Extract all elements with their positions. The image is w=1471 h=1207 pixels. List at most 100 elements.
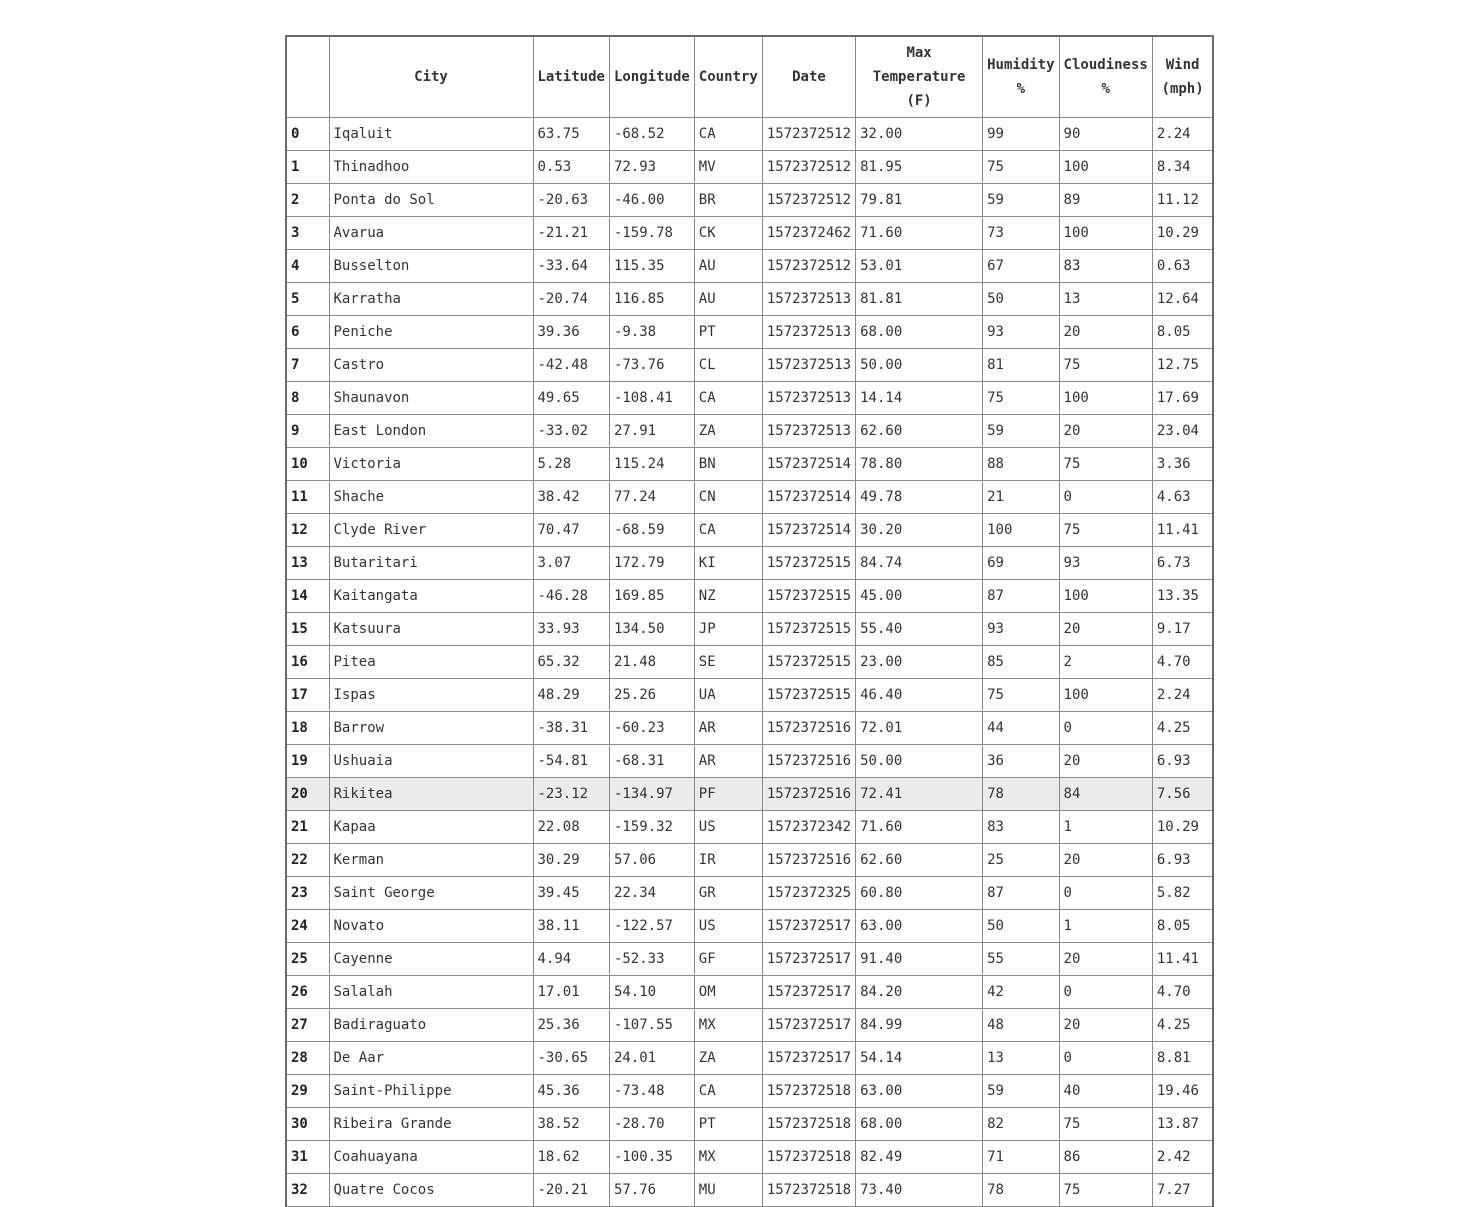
cell-country: ZA (693, 414, 763, 448)
cell-city: Avarua (328, 216, 534, 250)
cell-country: CA (693, 381, 763, 415)
cell-city: Barrow (328, 711, 534, 745)
cell-latitude: 0.53 (532, 150, 610, 184)
cell-index: 11 (285, 480, 330, 514)
cell-humidity: 59 (982, 1074, 1060, 1108)
cell-index: 16 (285, 645, 330, 679)
cell-humidity: 59 (982, 183, 1060, 217)
cell-max-temperature: 54.14 (855, 1041, 984, 1075)
dataframe-container: City Latitude Longitude Country Date Max… (285, 35, 1215, 1207)
cell-cloudiness: 75 (1058, 447, 1153, 481)
cell-wind: 7.56 (1151, 777, 1214, 811)
cell-wind: 23.04 (1151, 414, 1214, 448)
cell-cloudiness: 75 (1058, 348, 1153, 382)
cell-latitude: 49.65 (532, 381, 610, 415)
cell-wind: 11.12 (1151, 183, 1214, 217)
header-index (285, 35, 330, 118)
cell-max-temperature: 53.01 (855, 249, 984, 283)
cell-max-temperature: 71.60 (855, 810, 984, 844)
cell-max-temperature: 84.99 (855, 1008, 984, 1042)
table-row: 20 Rikitea -23.12 -134.97 PF 1572372516 72.41 7… (285, 777, 1214, 811)
cell-max-temperature: 50.00 (855, 744, 984, 778)
cell-max-temperature: 84.20 (855, 975, 984, 1009)
cell-wind: 4.63 (1151, 480, 1214, 514)
cell-humidity: 73 (982, 216, 1060, 250)
table-row: 27 Badiraguato 25.36 -107.55 MX 1572372517 84.… (285, 1008, 1214, 1042)
cell-max-temperature: 62.60 (855, 843, 984, 877)
cell-country: CA (693, 513, 763, 547)
cell-wind: 6.73 (1151, 546, 1214, 580)
cell-cloudiness: 20 (1058, 612, 1153, 646)
cell-latitude: 38.11 (532, 909, 610, 943)
cell-city: Salalah (328, 975, 534, 1009)
table-row: 29 Saint-Philippe 45.36 -73.48 CA 1572372518 6… (285, 1074, 1214, 1108)
cell-humidity: 75 (982, 150, 1060, 184)
cell-city: Ispas (328, 678, 534, 712)
cell-index: 21 (285, 810, 330, 844)
cell-date: 1572372515 (761, 579, 857, 613)
cell-date: 1572372518 (761, 1074, 857, 1108)
cell-country: PF (693, 777, 763, 811)
weather-dataframe-table: City Latitude Longitude Country Date Max… (285, 35, 1215, 1207)
table-row: 0 Iqaluit 63.75 -68.52 CA 1572372512 32.00 99 90… (285, 117, 1214, 151)
cell-max-temperature: 30.20 (855, 513, 984, 547)
cell-latitude: 38.52 (532, 1107, 610, 1141)
cell-city: Busselton (328, 249, 534, 283)
cell-index: 31 (285, 1140, 330, 1174)
cell-city: Karratha (328, 282, 534, 316)
cell-wind: 11.41 (1151, 513, 1214, 547)
header-longitude: Longitude (608, 35, 695, 118)
cell-wind: 8.05 (1151, 315, 1214, 349)
cell-wind: 3.36 (1151, 447, 1214, 481)
cell-cloudiness: 20 (1058, 1008, 1153, 1042)
cell-index: 30 (285, 1107, 330, 1141)
cell-date: 1572372516 (761, 711, 857, 745)
cell-humidity: 99 (982, 117, 1060, 151)
cell-city: Kaitangata (328, 579, 534, 613)
header-max-temperature-line: Max (906, 45, 932, 61)
cell-latitude: 45.36 (532, 1074, 610, 1108)
cell-humidity: 78 (982, 1173, 1060, 1207)
cell-max-temperature: 82.49 (855, 1140, 984, 1174)
cell-latitude: 38.42 (532, 480, 610, 514)
table-row: 17 Ispas 48.29 25.26 UA 1572372515 46.40 75 100 2… (285, 678, 1214, 712)
cell-country: UA (693, 678, 763, 712)
cell-index: 15 (285, 612, 330, 646)
cell-cloudiness: 1 (1058, 909, 1153, 943)
cell-cloudiness: 84 (1058, 777, 1153, 811)
cell-date: 1572372517 (761, 1008, 857, 1042)
table-row: 24 Novato 38.11 -122.57 US 1572372517 63.00 50 1… (285, 909, 1214, 943)
cell-country: KI (693, 546, 763, 580)
cell-index: 19 (285, 744, 330, 778)
cell-longitude: 25.26 (608, 678, 695, 712)
cell-longitude: 172.79 (608, 546, 695, 580)
cell-wind: 11.41 (1151, 942, 1214, 976)
cell-longitude: -60.23 (608, 711, 695, 745)
table-row: 30 Ribeira Grande 38.52 -28.70 PT 1572372518 6… (285, 1107, 1214, 1141)
cell-humidity: 42 (982, 975, 1060, 1009)
cell-country: MV (693, 150, 763, 184)
cell-city: Badiraguato (328, 1008, 534, 1042)
cell-humidity: 75 (982, 381, 1060, 415)
cell-max-temperature: 49.78 (855, 480, 984, 514)
cell-date: 1572372513 (761, 348, 857, 382)
cell-country: MU (693, 1173, 763, 1207)
cell-longitude: 57.06 (608, 843, 695, 877)
table-row: 19 Ushuaia -54.81 -68.31 AR 1572372516 50.00 36… (285, 744, 1214, 778)
cell-country: BR (693, 183, 763, 217)
cell-city: Quatre Cocos (328, 1173, 534, 1207)
cell-city: Ushuaia (328, 744, 534, 778)
cell-humidity: 59 (982, 414, 1060, 448)
cell-longitude: -28.70 (608, 1107, 695, 1141)
table-row: 11 Shache 38.42 77.24 CN 1572372514 49.78 21 0 4.… (285, 480, 1214, 514)
table-row: 10 Victoria 5.28 115.24 BN 1572372514 78.80 88 7… (285, 447, 1214, 481)
header-humidity-line: % (1016, 81, 1026, 97)
cell-max-temperature: 71.60 (855, 216, 984, 250)
cell-index: 0 (285, 117, 330, 151)
cell-wind: 2.24 (1151, 117, 1214, 151)
cell-longitude: 116.85 (608, 282, 695, 316)
cell-country: US (693, 909, 763, 943)
cell-max-temperature: 72.01 (855, 711, 984, 745)
cell-longitude: -100.35 (608, 1140, 695, 1174)
cell-humidity: 88 (982, 447, 1060, 481)
